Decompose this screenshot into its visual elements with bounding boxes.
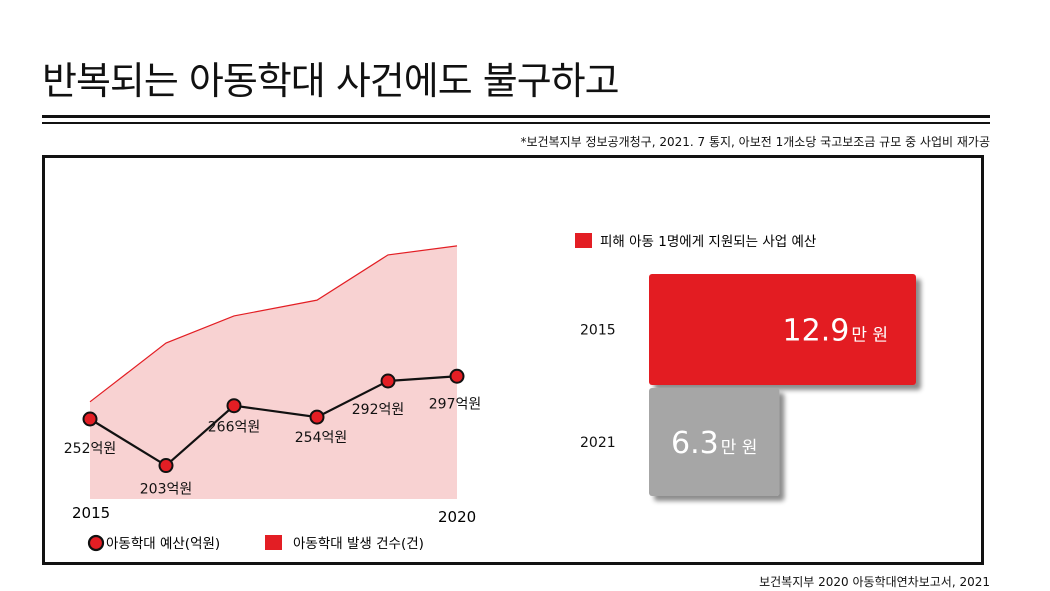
budget-bar-2015 — [649, 274, 916, 385]
budget-point — [380, 373, 396, 389]
bar-category-label: 2021 — [580, 435, 616, 451]
budget-value-label: 292억원 — [352, 402, 404, 418]
source-note-bottom: 보건복지부 2020 아동학대연차보고서, 2021 — [759, 575, 990, 589]
budget-value-label: 297억원 — [429, 396, 481, 412]
incidents-area — [90, 245, 457, 499]
x-label-end: 2020 — [438, 508, 476, 526]
bar-category-label: 2015 — [580, 323, 616, 339]
budget-point — [449, 368, 465, 384]
bar-value-label: 12.9 만 원 — [783, 314, 888, 349]
title-rule-bottom — [42, 122, 990, 124]
legend-budget-label: 아동학대 예산(억원) — [106, 536, 220, 552]
budget-value-label: 266억원 — [208, 420, 260, 436]
incidents-area-line — [89, 245, 458, 403]
chart-frame — [42, 155, 984, 565]
title-rule-top — [42, 115, 990, 118]
budget-value-label: 252억원 — [64, 441, 116, 457]
bar-legend-label: 피해 아동 1명에게 지원되는 사업 예산 — [600, 234, 816, 250]
budget-value-label: 203억원 — [140, 482, 192, 498]
budget-point — [82, 411, 98, 427]
budget-point — [309, 409, 325, 425]
source-note-top: *보건복지부 정보공개청구, 2021. 7 통지, 아보전 1개소당 국고보조… — [520, 135, 990, 149]
bar-value-label: 6.3 만 원 — [671, 426, 757, 461]
page-title: 반복되는 아동학대 사건에도 불구하고 — [42, 59, 620, 103]
budget-bar-2021 — [649, 388, 780, 496]
budget-point — [158, 458, 174, 474]
budget-value-label: 254억원 — [295, 430, 347, 446]
legend-budget-marker — [87, 534, 105, 552]
legend-incidents-marker — [265, 535, 282, 550]
budget-line — [89, 375, 458, 467]
bar-legend-marker — [575, 233, 592, 248]
budget-point — [226, 398, 242, 414]
x-label-start: 2015 — [72, 504, 110, 522]
legend-incidents-label: 아동학대 발생 건수(건) — [293, 536, 424, 552]
